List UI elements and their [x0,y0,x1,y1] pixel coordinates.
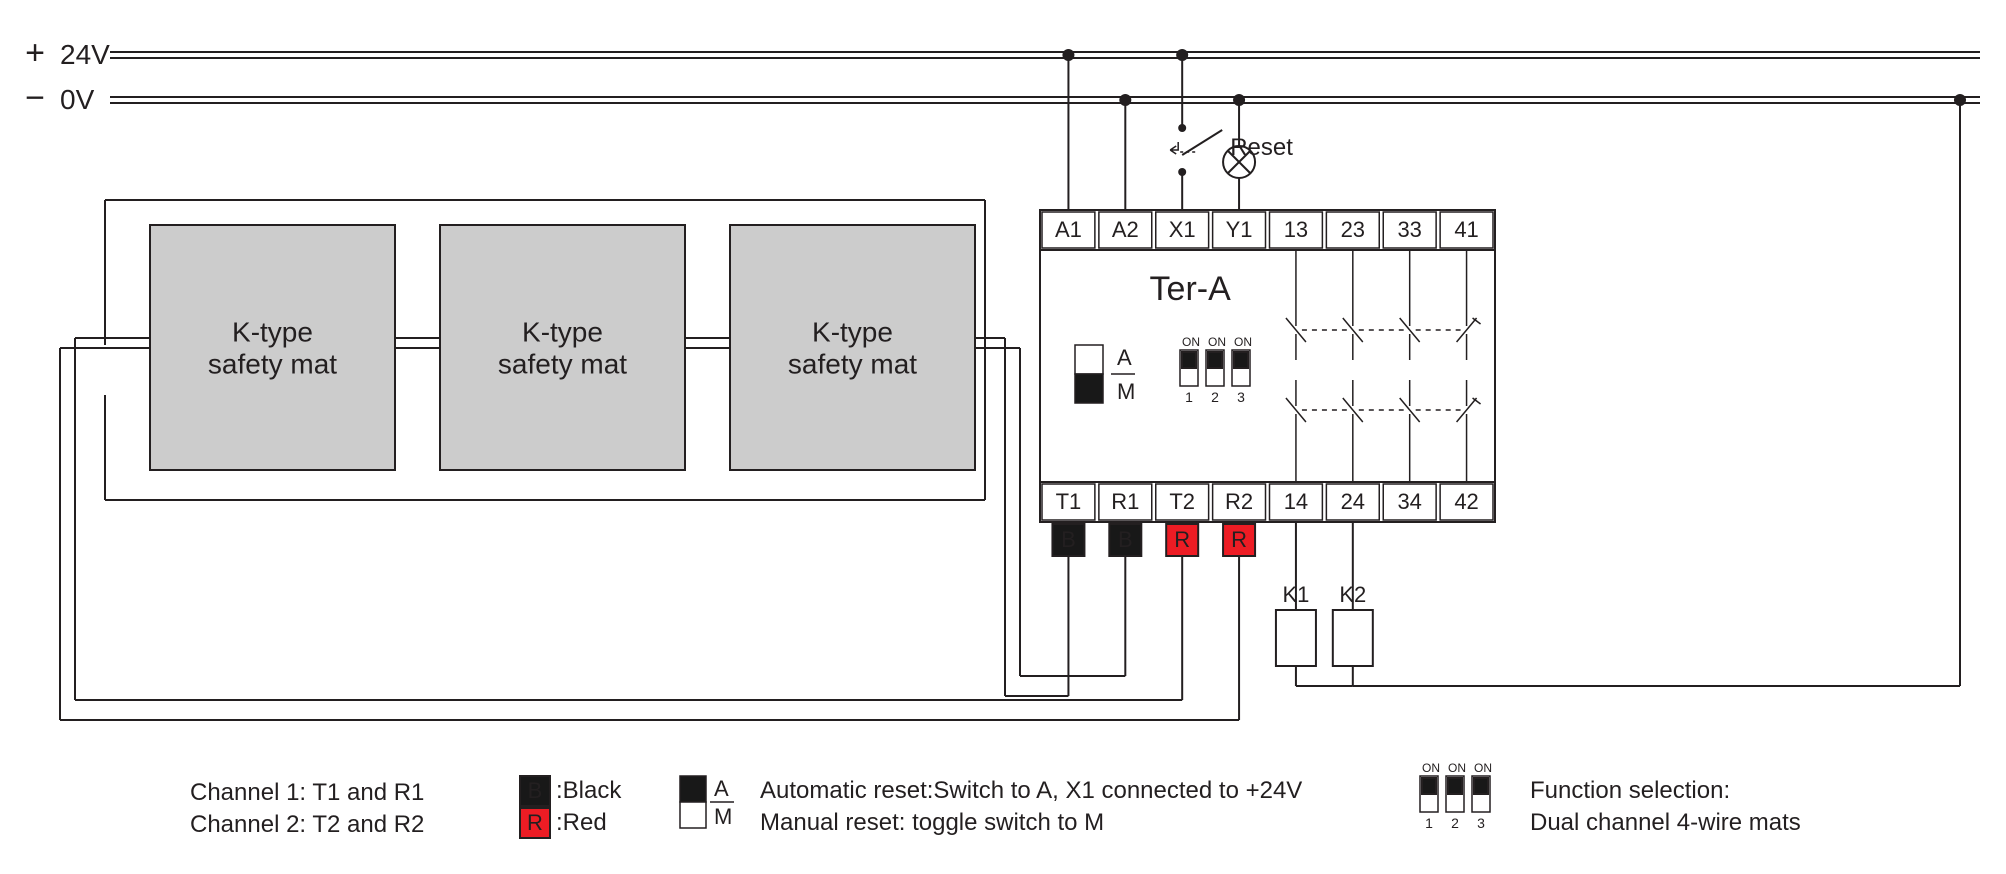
svg-text:1: 1 [1185,389,1193,405]
svg-text:A: A [714,776,729,801]
switch-m-label: M [1117,379,1135,404]
bottom-terminal-42: 42 [1454,489,1478,514]
top-terminal-33: 33 [1397,217,1421,242]
wire-ind-3: R [1231,527,1247,552]
svg-text:3: 3 [1237,389,1245,405]
svg-text:2: 2 [1451,815,1459,831]
svg-text:3: 3 [1477,815,1485,831]
plus-symbol: + [25,34,45,72]
bottom-terminal-T2: T2 [1169,489,1195,514]
top-terminal-A2: A2 [1112,217,1139,242]
legend-auto: Automatic reset:Switch to A, X1 connecte… [760,777,1302,804]
wire-ind-2: R [1174,527,1190,552]
top-terminal-Y1: Y1 [1226,217,1253,242]
top-terminal-13: 13 [1284,217,1308,242]
switch-a-label: A [1117,345,1132,370]
top-terminal-X1: X1 [1169,217,1196,242]
mat-label2-1: safety mat [498,349,627,380]
svg-text:ON: ON [1234,335,1252,349]
label-24v: 24V [60,39,110,70]
mat-label1-0: K-type [232,317,313,348]
mat-label2-2: safety mat [788,349,917,380]
svg-text:M: M [714,804,732,829]
legend-red: :Red [556,809,607,836]
svg-text:ON: ON [1208,335,1226,349]
bottom-terminal-24: 24 [1341,489,1365,514]
label-0v: 0V [60,84,95,115]
minus-symbol: − [25,79,45,117]
legend-manual: Manual reset: toggle switch to M [760,809,1104,836]
bottom-terminal-R1: R1 [1111,489,1139,514]
bottom-terminal-14: 14 [1284,489,1308,514]
bottom-terminal-T1: T1 [1056,489,1082,514]
top-terminal-41: 41 [1454,217,1478,242]
svg-text:ON: ON [1182,335,1200,349]
top-terminal-23: 23 [1341,217,1365,242]
mat-label1-2: K-type [812,317,893,348]
k2-label: K2 [1339,582,1366,607]
svg-text:R: R [527,810,543,835]
legend-ch2: Channel 2: T2 and R2 [190,811,424,838]
wire-ind-0: B [1061,527,1076,552]
bottom-terminal-34: 34 [1397,489,1421,514]
legend-ch1: Channel 1: T1 and R1 [190,779,424,806]
relay-title: Ter-A [1150,270,1232,308]
svg-text:B: B [528,778,543,803]
top-terminal-A1: A1 [1055,217,1082,242]
svg-text:ON: ON [1474,761,1492,775]
legend-black: :Black [556,777,622,804]
wire-ind-1: B [1118,527,1133,552]
svg-text:1: 1 [1425,815,1433,831]
mat-label2-0: safety mat [208,349,337,380]
legend-func1: Function selection: [1530,777,1730,804]
mat-label1-1: K-type [522,317,603,348]
legend-func2: Dual channel 4-wire mats [1530,809,1801,836]
bottom-terminal-R2: R2 [1225,489,1253,514]
svg-text:ON: ON [1422,761,1440,775]
svg-text:ON: ON [1448,761,1466,775]
k1-label: K1 [1282,582,1309,607]
svg-text:2: 2 [1211,389,1219,405]
